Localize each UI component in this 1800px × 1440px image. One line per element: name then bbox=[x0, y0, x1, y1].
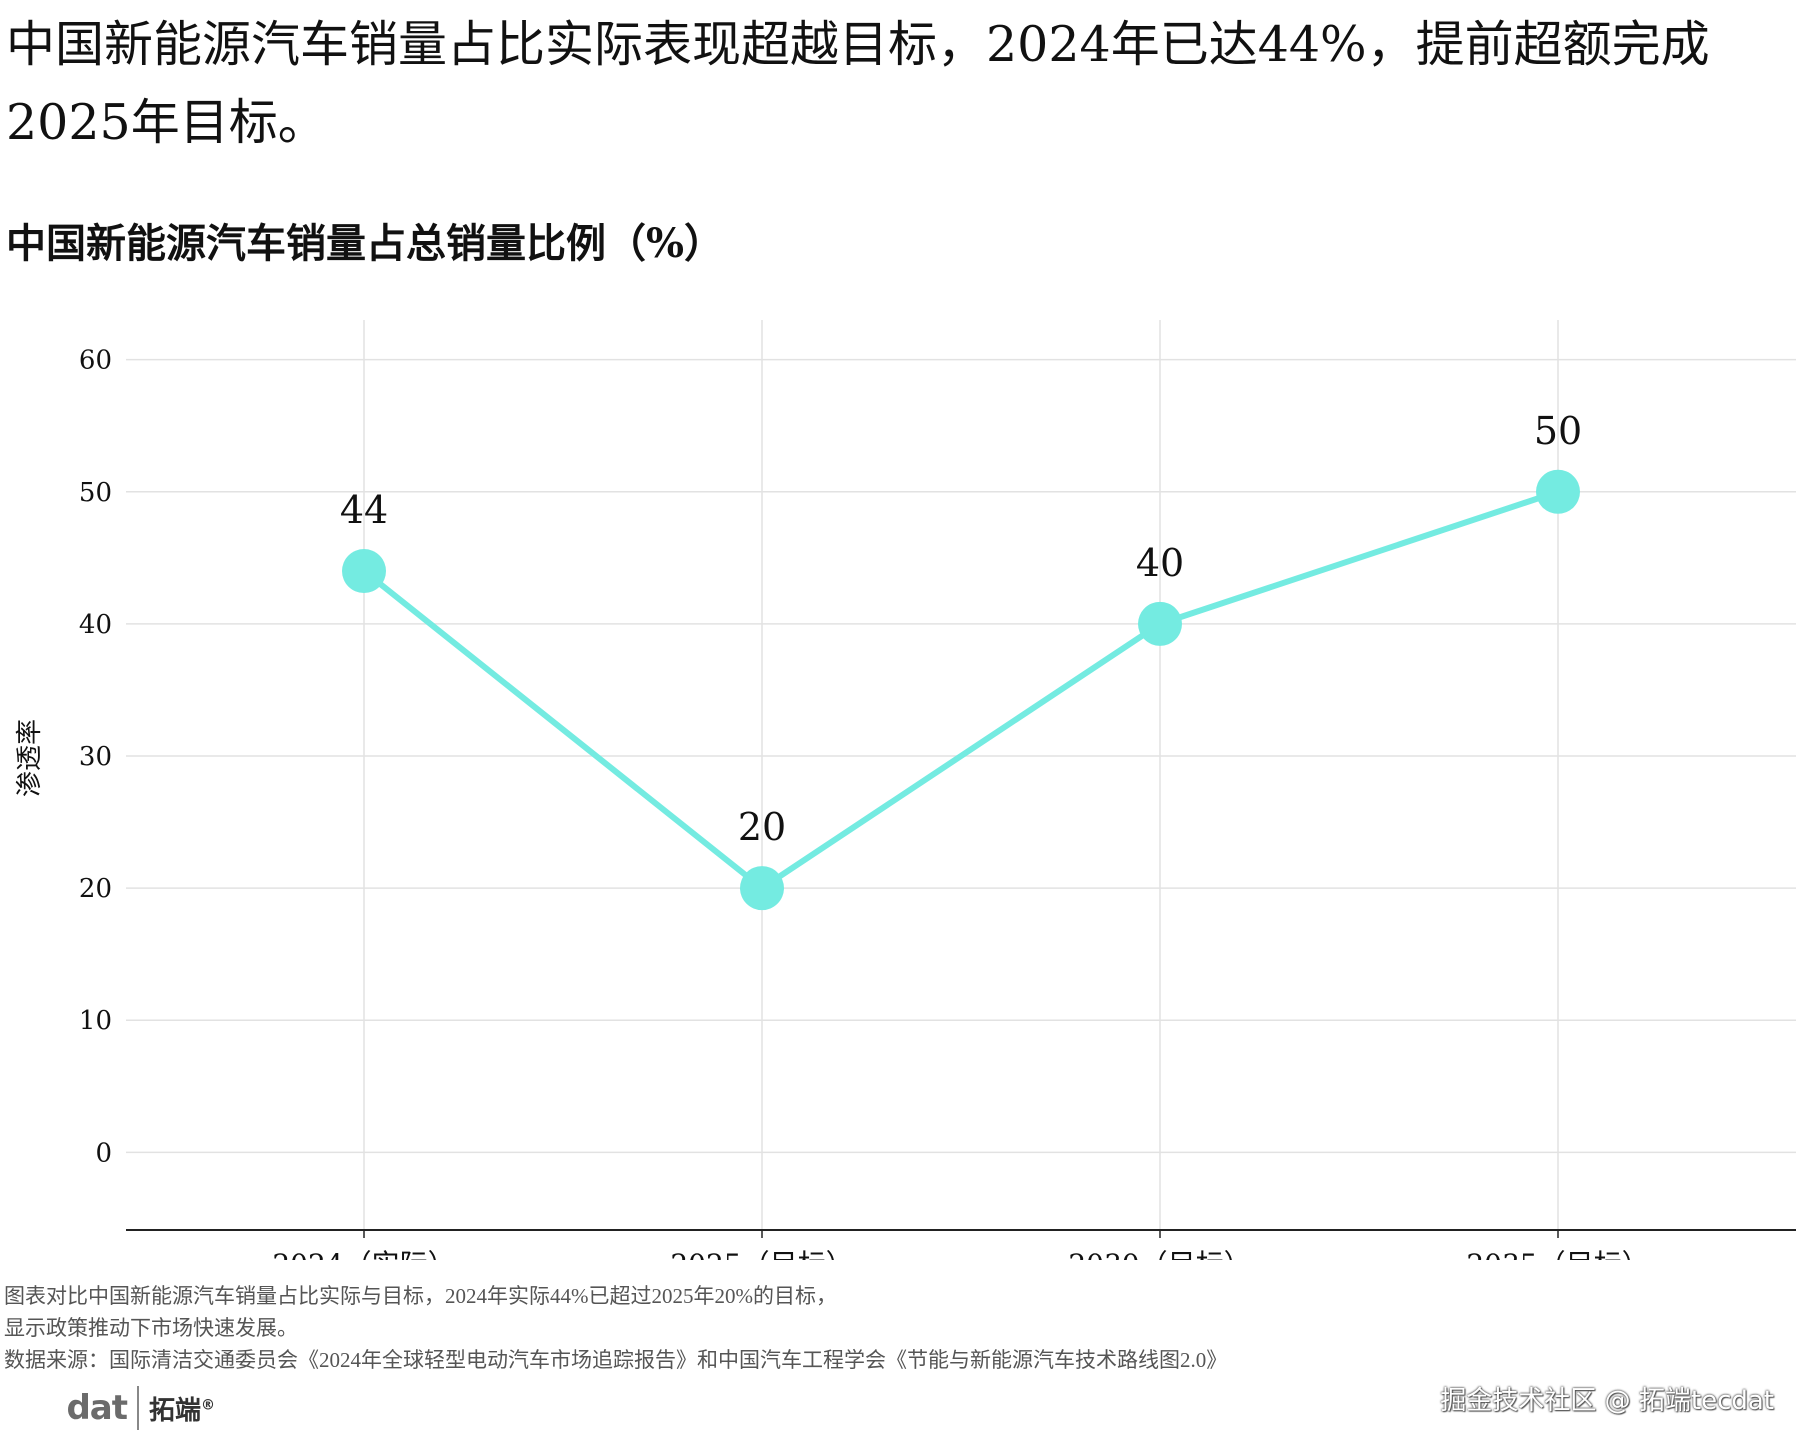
y-tick-label: 60 bbox=[79, 346, 112, 376]
data-point bbox=[1138, 601, 1182, 646]
footnote-source: 数据来源：国际清洁交通委员会《2024年全球轻型电动汽车市场追踪报告》和中国汽车… bbox=[4, 1348, 1228, 1372]
series-line bbox=[361, 488, 1561, 892]
logo-mark-tec: tec bbox=[10, 1388, 67, 1428]
logo-cn: 拓端® bbox=[149, 1390, 215, 1427]
data-point bbox=[740, 866, 784, 911]
data-label: 44 bbox=[340, 488, 388, 532]
watermark: 掘金技术社区 @ 拓端tecdat bbox=[1440, 1386, 1774, 1416]
x-tick-label: 2025（目标） bbox=[670, 1248, 853, 1260]
y-tick-label: 40 bbox=[79, 610, 112, 640]
logo-mark: tecdat bbox=[4, 1382, 128, 1440]
footnote-line-2: 显示政策推动下市场快速发展。 bbox=[4, 1316, 298, 1340]
label-layer: 44 20 40 50 bbox=[340, 409, 1582, 849]
chart-title: 中国新能源汽车销量占总销量比例（%） bbox=[6, 220, 725, 267]
y-tick-label: 30 bbox=[79, 742, 112, 772]
headline: 中国新能源汽车销量占比实际表现超越目标，2024年已达44%，提前超额完成202… bbox=[6, 16, 1710, 151]
x-tick-label: 2035（目标） bbox=[1466, 1248, 1649, 1260]
data-label: 40 bbox=[1136, 541, 1184, 585]
data-label: 20 bbox=[738, 805, 786, 849]
footnote-line-1: 图表对比中国新能源汽车销量占比实际与目标，2024年实际44%已超过2025年2… bbox=[4, 1284, 837, 1308]
grid-layer bbox=[126, 320, 1796, 1230]
data-point bbox=[342, 549, 386, 594]
footnote: 图表对比中国新能源汽车销量占比实际与目标，2024年实际44%已超过2025年2… bbox=[4, 1280, 1227, 1376]
y-tick-label: 50 bbox=[79, 478, 112, 508]
y-tick-label: 10 bbox=[79, 1006, 112, 1036]
logo-mark-dat: dat bbox=[66, 1388, 128, 1428]
logo-registered: ® bbox=[201, 1396, 216, 1413]
series-layer bbox=[342, 469, 1580, 911]
y-tick-label: 0 bbox=[95, 1138, 112, 1168]
y-tick-label: 20 bbox=[79, 874, 112, 904]
data-label: 50 bbox=[1534, 409, 1582, 453]
tecdat-logo: tecdat 拓端® bbox=[4, 1378, 215, 1440]
logo-cn-text: 拓端 bbox=[149, 1395, 202, 1426]
x-tick-label: 2024（实际） bbox=[272, 1248, 455, 1260]
y-axis-label: 渗透率 bbox=[15, 719, 45, 797]
data-point bbox=[1536, 469, 1580, 514]
logo-divider bbox=[137, 1386, 140, 1430]
